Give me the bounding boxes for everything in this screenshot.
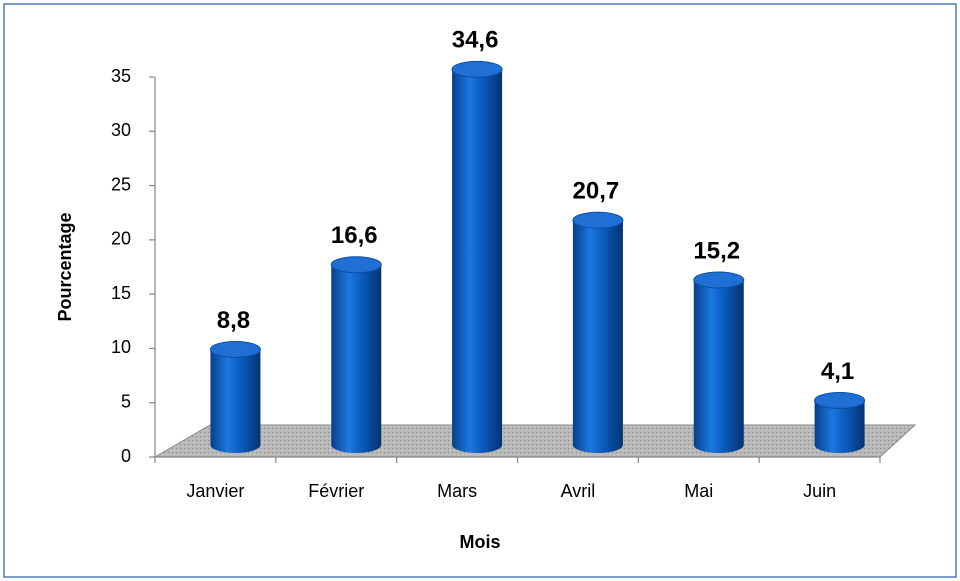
bar-body bbox=[331, 264, 382, 453]
bar-body bbox=[693, 279, 744, 453]
bar bbox=[814, 391, 866, 453]
value-label: 16,6 bbox=[331, 222, 378, 249]
bar bbox=[693, 271, 745, 453]
y-tick-label: 30 bbox=[111, 120, 131, 140]
y-tick-label: 15 bbox=[111, 283, 131, 303]
x-tick-label: Juin bbox=[803, 481, 836, 501]
value-label: 4,1 bbox=[821, 358, 854, 385]
bar bbox=[572, 211, 624, 453]
x-axis-label: Mois bbox=[459, 532, 500, 552]
bar-top bbox=[572, 211, 624, 229]
x-tick-label: Mars bbox=[437, 481, 477, 501]
value-label: 15,2 bbox=[693, 237, 740, 264]
y-tick-label: 35 bbox=[111, 66, 131, 86]
y-tick-label: 25 bbox=[111, 174, 131, 194]
bar bbox=[209, 340, 261, 453]
x-tick-label: Mai bbox=[684, 481, 713, 501]
y-tick-label: 20 bbox=[111, 229, 131, 249]
y-tick-label: 10 bbox=[111, 337, 131, 357]
floor bbox=[153, 424, 917, 458]
bar-body bbox=[572, 220, 623, 453]
bar-body bbox=[814, 400, 865, 453]
x-tick-label: Février bbox=[308, 481, 364, 501]
bar-body bbox=[210, 349, 261, 453]
bar-top bbox=[693, 271, 745, 289]
value-label: 8,8 bbox=[217, 307, 250, 334]
bar bbox=[451, 60, 503, 453]
bar-body bbox=[452, 69, 503, 453]
x-tick-label: Janvier bbox=[186, 481, 244, 501]
bar-top bbox=[330, 256, 382, 274]
y-axis-label: Pourcentage bbox=[55, 212, 75, 321]
y-tick-label: 5 bbox=[121, 391, 131, 411]
value-label: 20,7 bbox=[573, 178, 620, 205]
value-label: 34,6 bbox=[452, 27, 499, 54]
x-tick-label: Avril bbox=[561, 481, 596, 501]
bar-top bbox=[209, 340, 261, 358]
bar-top bbox=[814, 391, 866, 409]
y-tick-label: 0 bbox=[121, 446, 131, 466]
bar-top bbox=[451, 60, 503, 78]
bar bbox=[330, 256, 382, 453]
